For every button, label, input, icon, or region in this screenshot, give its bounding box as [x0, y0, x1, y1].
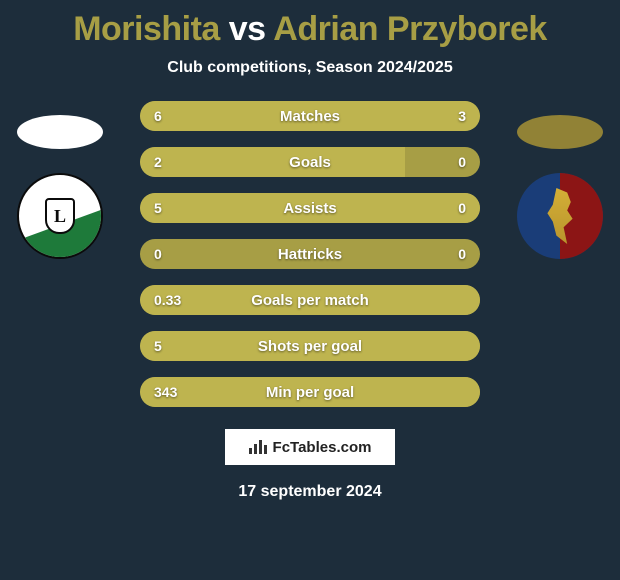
stat-value-right: 0 [458, 246, 466, 262]
stat-row: 5Assists0 [140, 193, 480, 223]
player1-name: Morishita [73, 10, 220, 48]
branding-badge[interactable]: FcTables.com [225, 429, 395, 465]
stat-value-right: 0 [458, 200, 466, 216]
comparison-title: Morishita vs Adrian Przyborek [0, 0, 620, 49]
stat-label: Goals [140, 154, 480, 171]
stat-bars: 6Matches32Goals05Assists00Hattricks00.33… [140, 101, 480, 407]
stat-row: 0.33Goals per match [140, 285, 480, 315]
subtitle: Club competitions, Season 2024/2025 [0, 59, 620, 77]
stat-label: Matches [140, 108, 480, 125]
stat-label: Goals per match [140, 292, 480, 309]
stat-row: 5Shots per goal [140, 331, 480, 361]
branding-text: FcTables.com [273, 439, 372, 456]
fctables-logo-icon [249, 440, 267, 454]
stat-label: Shots per goal [140, 338, 480, 355]
stat-row: 6Matches3 [140, 101, 480, 131]
stat-label: Min per goal [140, 384, 480, 401]
stat-row: 343Min per goal [140, 377, 480, 407]
player2-name: Adrian Przyborek [273, 10, 547, 48]
stat-value-right: 0 [458, 154, 466, 170]
stat-value-right: 3 [458, 108, 466, 124]
stats-container: 6Matches32Goals05Assists00Hattricks00.33… [0, 101, 620, 407]
stat-row: 2Goals0 [140, 147, 480, 177]
stat-label: Hattricks [140, 246, 480, 263]
stat-label: Assists [140, 200, 480, 217]
vs-separator: vs [229, 10, 266, 48]
stat-row: 0Hattricks0 [140, 239, 480, 269]
date-label: 17 september 2024 [0, 483, 620, 501]
